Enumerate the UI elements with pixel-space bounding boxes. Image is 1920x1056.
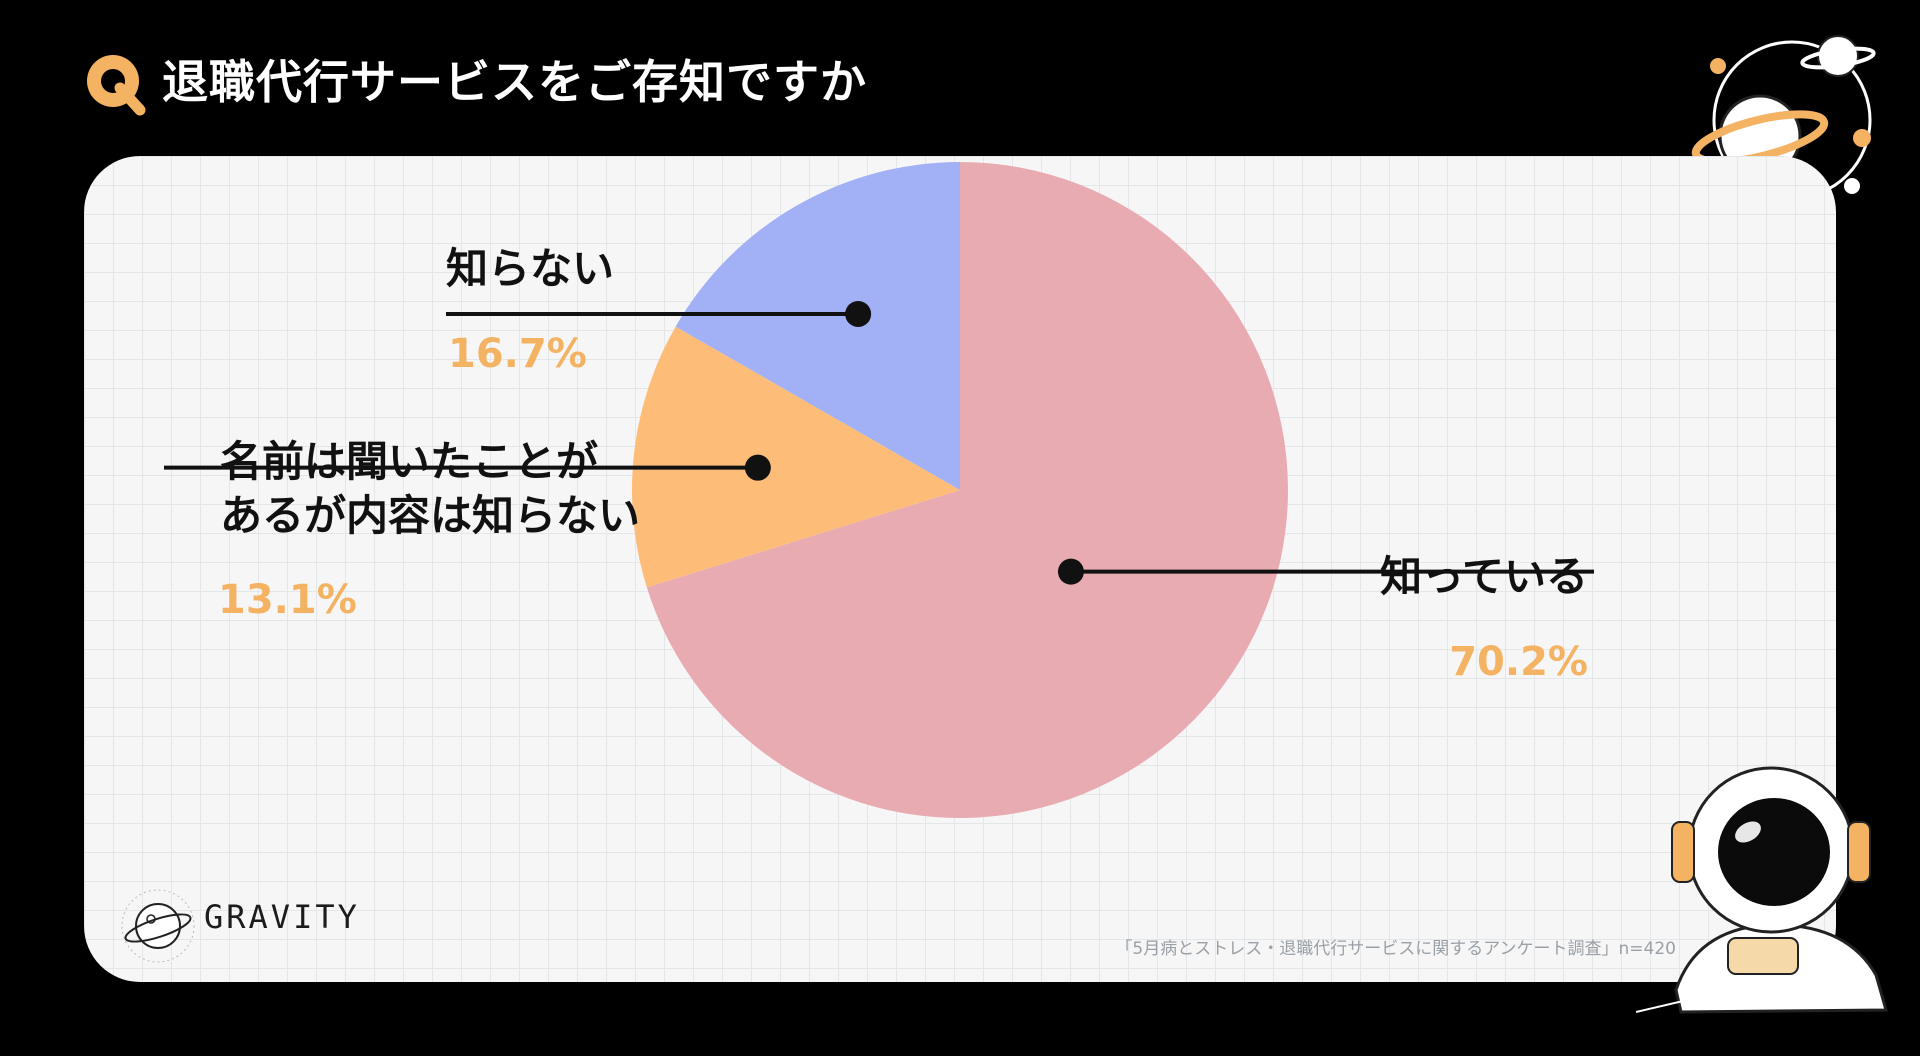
planet-logo-icon — [121, 889, 195, 963]
leader-dot-heard — [744, 454, 771, 481]
slice-value-heard: 13.1% — [218, 577, 357, 623]
slice-label-aware: 知っている — [1380, 552, 1588, 601]
slice-label-heard-line1: 名前は聞いたことが — [220, 437, 599, 486]
pie-chart — [164, 162, 1594, 818]
astronaut-illustration — [1636, 766, 1888, 1014]
chart-card: 知らない 16.7% 名前は聞いたことが あるが内容は知らない 13.1% 知っ… — [84, 156, 1836, 982]
slice-value-aware: 70.2% — [1449, 639, 1588, 685]
leader-dot-unaware — [845, 300, 872, 327]
pie-slice-heard — [632, 326, 960, 588]
source-note: 「5月病とストレス・退職代行サービスに関するアンケート調査」n=420 — [1115, 939, 1676, 959]
q-badge-icon — [87, 55, 146, 116]
leader-dot-aware — [1057, 558, 1084, 585]
pie-slice-unaware — [675, 162, 960, 490]
slice-label-unaware: 知らない — [446, 244, 615, 293]
page-title: 退職代行サービスをご存知ですか — [162, 55, 867, 109]
slice-label-heard-line2: あるが内容は知らない — [220, 491, 641, 540]
brand-name: GRAVITY — [204, 898, 360, 936]
pie-slice-aware — [646, 162, 1288, 818]
slice-value-unaware: 16.7% — [448, 331, 587, 377]
